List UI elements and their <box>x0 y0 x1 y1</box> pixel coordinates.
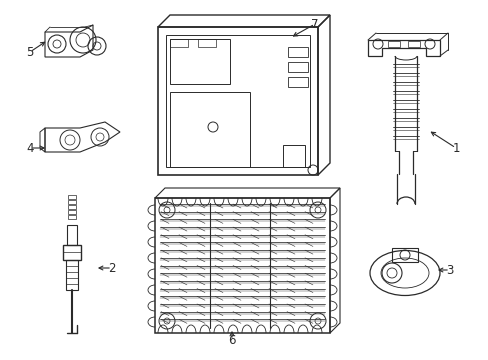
Bar <box>68 205 76 209</box>
Text: 6: 6 <box>228 333 235 346</box>
Bar <box>68 215 76 219</box>
Bar <box>158 27 317 175</box>
Bar <box>67 225 77 245</box>
Bar <box>391 248 417 262</box>
Bar <box>170 39 229 84</box>
Text: 4: 4 <box>26 141 34 154</box>
Bar <box>68 195 76 199</box>
Bar <box>66 260 78 290</box>
Bar <box>283 145 305 167</box>
Bar <box>170 39 187 47</box>
Bar <box>155 198 329 333</box>
Bar <box>387 41 399 47</box>
Text: 2: 2 <box>108 261 116 274</box>
Bar <box>165 35 309 167</box>
Text: 1: 1 <box>451 141 459 154</box>
Bar <box>287 62 307 72</box>
Bar <box>287 77 307 87</box>
Bar <box>68 200 76 204</box>
Bar <box>287 47 307 57</box>
Text: 3: 3 <box>446 264 453 276</box>
Bar <box>68 210 76 214</box>
Bar <box>407 41 419 47</box>
Text: 5: 5 <box>26 45 34 58</box>
Bar <box>198 39 216 47</box>
Text: 7: 7 <box>311 18 318 31</box>
Bar <box>170 92 249 167</box>
